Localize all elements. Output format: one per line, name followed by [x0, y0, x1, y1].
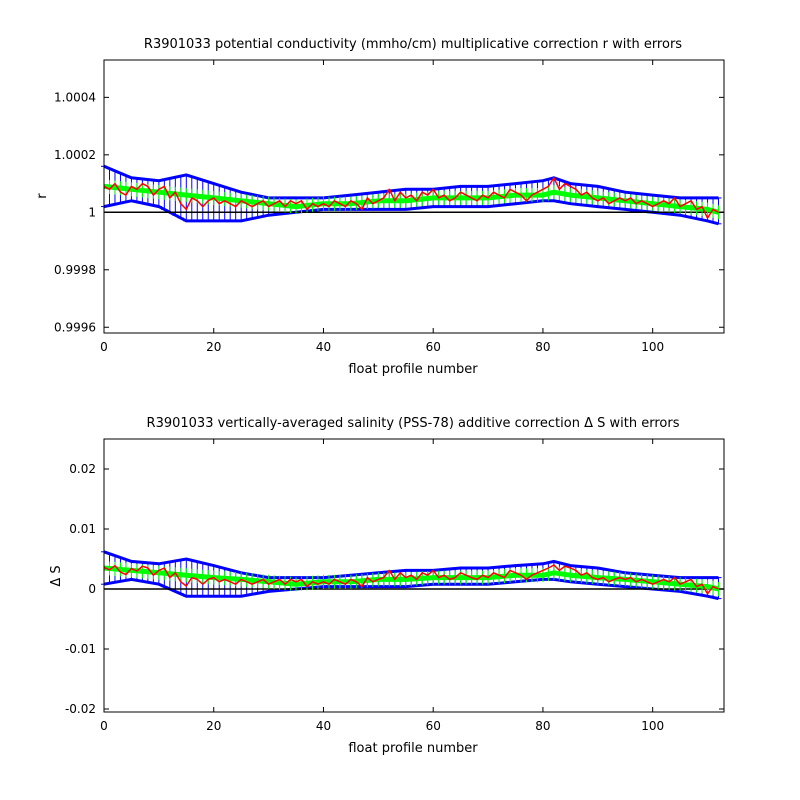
x-tick-label: 80	[535, 340, 550, 354]
x-tick-label: 60	[426, 340, 441, 354]
y-tick-label: -0.02	[65, 702, 96, 716]
raw-correction-line	[103, 177, 719, 219]
x-tick-label: 40	[316, 340, 331, 354]
y-axis-label: r	[35, 193, 50, 199]
chart-conductivity-correction: R3901033 potential conductivity (mmho/cm…	[35, 37, 725, 377]
x-tick-label: 100	[641, 719, 664, 733]
x-tick-label: 0	[100, 719, 108, 733]
plot-area: 0 20 40 60 80 100 0.9996 0.9998 1 1.0002 1.0004	[54, 59, 725, 354]
axes-frame	[103, 59, 725, 334]
error-envelope-lower	[103, 199, 719, 226]
x-tick-label: 40	[316, 719, 331, 733]
y-tick-label: 0.01	[69, 522, 96, 536]
y-tick-label: 1.0004	[54, 90, 96, 104]
axes-frame	[103, 438, 725, 713]
chart-salinity-correction: R3901033 vertically-averaged salinity (P…	[49, 416, 725, 756]
x-tick-label: 80	[535, 719, 550, 733]
x-tick-label: 20	[206, 719, 221, 733]
chart-title: R3901033 potential conductivity (mmho/cm…	[144, 37, 682, 52]
y-tick-label: 1	[88, 205, 96, 219]
y-tick-label: 0.9998	[54, 263, 96, 277]
x-tick-label: 60	[426, 719, 441, 733]
y-axis-label: Δ S	[49, 565, 64, 586]
x-axis-label: float profile number	[348, 362, 478, 377]
plot-area: 0 20 40 60 80 100 -0.02 -0.01 0 0.01 0.02	[65, 438, 725, 733]
x-tick-label: 100	[641, 340, 664, 354]
chart-title: R3901033 vertically-averaged salinity (P…	[147, 416, 680, 431]
y-tick-label: 0	[88, 582, 96, 596]
y-tick-label: 1.0002	[54, 148, 96, 162]
x-tick-label: 0	[100, 340, 108, 354]
y-tick-label: 0.02	[69, 462, 96, 476]
y-tick-label: 0.9996	[54, 320, 96, 334]
raw-correction-line	[103, 564, 719, 595]
y-tick-label: -0.01	[65, 642, 96, 656]
x-axis-label: float profile number	[348, 741, 478, 756]
x-tick-label: 20	[206, 340, 221, 354]
